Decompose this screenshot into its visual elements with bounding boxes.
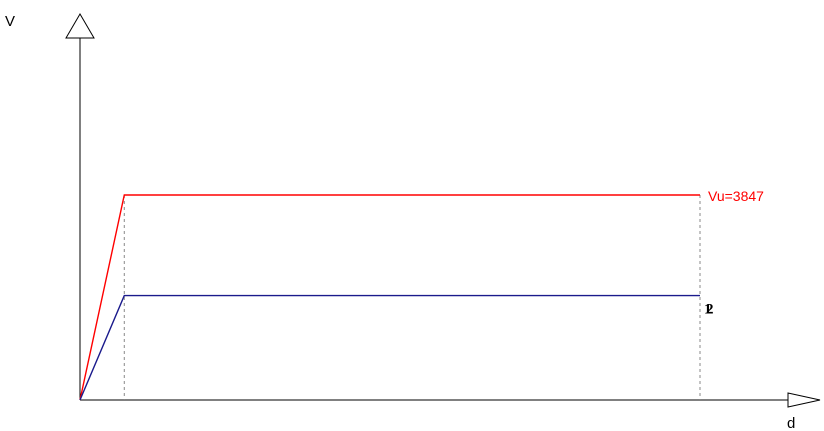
guide-lines bbox=[123, 195, 701, 400]
y-axis-arrow-icon bbox=[65, 13, 95, 39]
series-group bbox=[79, 194, 700, 401]
x-axis-label: d bbox=[787, 415, 795, 431]
series-line-lower bbox=[79, 294, 700, 401]
x-axis-arrow-icon bbox=[787, 392, 821, 408]
series-line-upper bbox=[79, 194, 700, 401]
y-axis-label: V bbox=[5, 13, 15, 30]
series-label-lower: 1 bbox=[704, 302, 712, 318]
series-label-upper: Vu=3847 bbox=[708, 188, 764, 204]
series-label-overlap: 2 bbox=[706, 302, 714, 318]
